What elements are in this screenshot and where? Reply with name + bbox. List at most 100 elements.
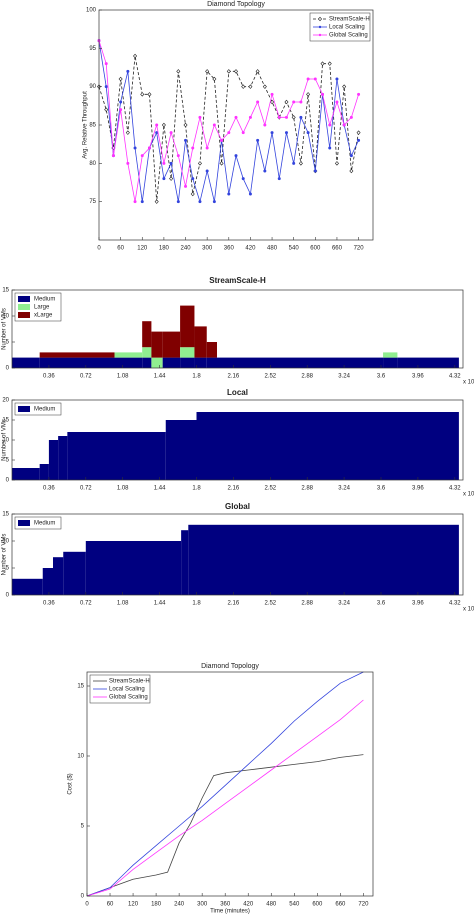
y-tick-label: 80 bbox=[89, 161, 96, 167]
legend: Medium bbox=[14, 516, 62, 530]
marker bbox=[248, 192, 252, 196]
x-tick-label: 0.36 bbox=[43, 374, 55, 380]
legend-label: Global Scaling bbox=[329, 33, 368, 39]
y-axis-label: Number of VMs bbox=[2, 419, 8, 461]
marker bbox=[226, 69, 231, 74]
marker bbox=[176, 200, 180, 204]
legend-marker bbox=[318, 25, 322, 29]
legend-label: Medium bbox=[34, 407, 55, 413]
marker bbox=[299, 100, 303, 104]
y-tick-label: 0 bbox=[81, 894, 85, 900]
x-tick-label: 2.52 bbox=[264, 486, 276, 492]
bar-segment bbox=[85, 541, 182, 595]
y-tick-label: 90 bbox=[89, 84, 96, 90]
x-tick-label: 3.96 bbox=[412, 374, 424, 380]
y-tick-label: 15 bbox=[2, 418, 9, 424]
series-line bbox=[86, 754, 364, 897]
x-tick-label: 0.72 bbox=[80, 374, 92, 380]
marker bbox=[125, 130, 130, 135]
x-tick-label: 2.52 bbox=[264, 374, 276, 380]
marker bbox=[212, 123, 216, 127]
bar-segment bbox=[180, 357, 195, 368]
marker bbox=[234, 115, 238, 119]
x-tick-label: 2.88 bbox=[301, 601, 313, 607]
legend: Medium Large xLarge bbox=[14, 292, 62, 322]
x-tick-label: 2.88 bbox=[301, 486, 313, 492]
marker bbox=[133, 200, 137, 204]
marker bbox=[292, 161, 296, 165]
marker bbox=[183, 122, 188, 128]
marker bbox=[255, 69, 260, 74]
marker bbox=[349, 168, 354, 174]
marker bbox=[227, 192, 231, 196]
marker bbox=[298, 161, 303, 166]
x-tick-label: 480 bbox=[267, 246, 278, 252]
legend-label: StreamScale-H bbox=[109, 679, 150, 685]
y-axis-label: Avg. Relative Throughput bbox=[83, 91, 89, 159]
marker bbox=[342, 123, 346, 127]
x-tick-label: 1.08 bbox=[117, 374, 129, 380]
marker bbox=[162, 161, 166, 165]
marker bbox=[263, 123, 267, 127]
bar-segment bbox=[217, 357, 384, 368]
x-tick-label: 120 bbox=[137, 246, 148, 252]
marker bbox=[357, 138, 361, 142]
marker bbox=[111, 154, 115, 158]
x-tick-label: 4.32 bbox=[449, 601, 461, 607]
marker bbox=[263, 169, 267, 173]
marker bbox=[306, 77, 310, 81]
x-tick-label: 0.72 bbox=[80, 601, 92, 607]
bar-segment bbox=[142, 347, 152, 358]
x-scale-label: x 10 bbox=[463, 607, 474, 613]
x-scale-label: x 10 bbox=[463, 380, 474, 386]
bar-segment bbox=[12, 468, 40, 480]
y-tick-label: 85 bbox=[89, 123, 96, 129]
y-axis-label: Number of VMs bbox=[2, 308, 8, 350]
chart-title: StreamScale-H bbox=[209, 276, 266, 285]
x-tick-label: 3.6 bbox=[377, 601, 386, 607]
x-tick-label: 720 bbox=[358, 902, 369, 908]
marker bbox=[197, 161, 202, 166]
marker bbox=[335, 77, 339, 81]
marker bbox=[198, 115, 202, 119]
x-tick-label: 1.8 bbox=[192, 374, 201, 380]
marker bbox=[220, 138, 224, 142]
x-tick-label: 360 bbox=[224, 246, 235, 252]
marker bbox=[262, 84, 267, 89]
marker bbox=[256, 138, 260, 142]
bar-segment bbox=[39, 464, 49, 480]
x-tick-label: 2.16 bbox=[228, 374, 240, 380]
marker bbox=[335, 100, 339, 104]
x-tick-label: 1.8 bbox=[192, 601, 201, 607]
x-tick-label: 3.96 bbox=[412, 601, 424, 607]
y-tick-label: 20 bbox=[2, 398, 9, 404]
marker bbox=[219, 161, 224, 166]
marker bbox=[191, 146, 195, 150]
marker bbox=[277, 177, 281, 181]
marker bbox=[169, 176, 174, 181]
marker bbox=[227, 131, 231, 135]
marker bbox=[104, 85, 108, 89]
y-tick-label: 10 bbox=[2, 438, 9, 444]
x-tick-label: 0.36 bbox=[43, 601, 55, 607]
marker bbox=[321, 92, 325, 96]
marker bbox=[118, 76, 123, 82]
y-tick-label: 0 bbox=[6, 593, 10, 599]
x-tick-label: 1.44 bbox=[154, 486, 166, 492]
x-tick-label: 3.24 bbox=[338, 601, 350, 607]
chart-title: Local bbox=[227, 388, 248, 397]
y-tick-label: 5 bbox=[6, 340, 10, 346]
x-axis-label: Time (minutes) bbox=[210, 909, 250, 915]
y-tick-label: 100 bbox=[86, 8, 97, 14]
x-tick-label: 3.6 bbox=[377, 486, 386, 492]
series-line bbox=[98, 40, 359, 204]
x-tick-label: 720 bbox=[354, 246, 365, 252]
marker bbox=[306, 131, 310, 135]
y-tick-label: 15 bbox=[2, 512, 9, 518]
bar-segment bbox=[67, 432, 166, 480]
marker bbox=[284, 115, 288, 119]
chart-title: Global bbox=[225, 502, 250, 511]
bar-segment bbox=[142, 321, 152, 348]
marker bbox=[205, 169, 209, 173]
plot-frame bbox=[11, 513, 464, 596]
